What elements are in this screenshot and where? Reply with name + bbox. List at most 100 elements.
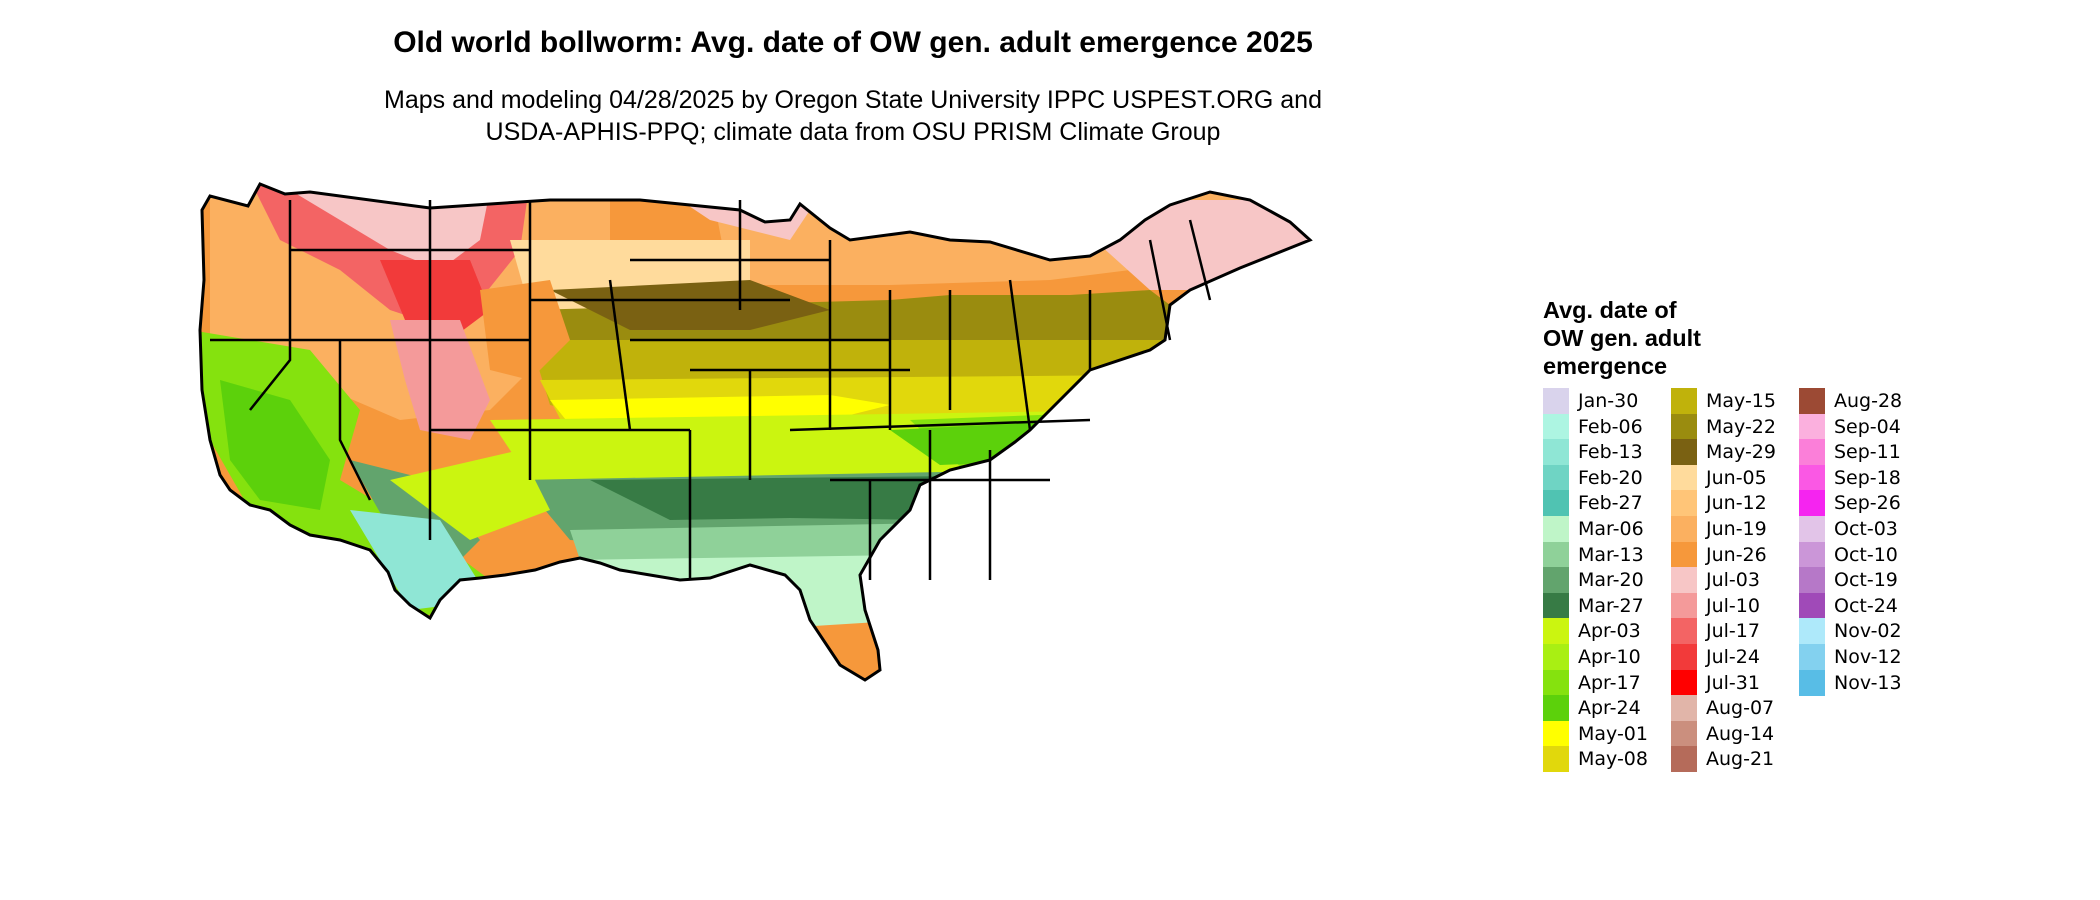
legend-item: Mar-06 (1543, 516, 1673, 542)
map-legend: Avg. date of OW gen. adult emergence Jan… (1543, 296, 1902, 773)
legend-label: Nov-13 (1834, 671, 1902, 694)
legend-label: Aug-14 (1706, 722, 1775, 745)
legend-title-line: OW gen. adult (1543, 325, 1701, 351)
emergence-zones (200, 184, 1310, 680)
legend-swatch (1799, 644, 1825, 670)
legend-swatch (1543, 464, 1569, 491)
legend-label: Sep-26 (1834, 492, 1901, 515)
legend-label: May-01 (1578, 722, 1648, 745)
legend-swatch (1671, 516, 1697, 542)
legend-title-line: emergence (1543, 353, 1668, 379)
zone-mar-27 (590, 475, 1050, 520)
legend-item: Oct-24 (1799, 592, 1929, 619)
legend-item: Oct-10 (1799, 541, 1929, 568)
zone-jun-26-west (480, 280, 570, 380)
legend-item: Jul-10 (1671, 592, 1801, 619)
legend-swatch (1671, 464, 1697, 491)
legend-label: Jun-19 (1706, 518, 1767, 540)
legend-label: Aug-28 (1834, 390, 1903, 412)
legend-swatch (1799, 669, 1825, 696)
legend-item: May-22 (1671, 413, 1801, 440)
legend-label: Jun-12 (1706, 492, 1767, 515)
legend-label: Oct-10 (1834, 543, 1898, 566)
legend-item: Feb-20 (1543, 464, 1673, 491)
zone-jul-10 (390, 320, 490, 440)
legend-label: Mar-06 (1578, 518, 1644, 540)
legend-swatch (1543, 439, 1569, 466)
legend-item: Mar-13 (1543, 541, 1673, 568)
legend-swatch (1671, 413, 1697, 440)
legend-label: Feb-27 (1578, 492, 1643, 515)
legend-item: Mar-27 (1543, 592, 1673, 619)
legend-item: May-29 (1671, 439, 1801, 466)
subtitle-line: USDA-APHIS-PPQ; climate data from OSU PR… (485, 118, 1221, 146)
legend-swatch (1799, 541, 1825, 568)
state-border (1008, 279, 1032, 431)
legend-swatch (1671, 592, 1697, 619)
legend-label: Jan-30 (1578, 390, 1639, 412)
legend-label: Jul-24 (1706, 646, 1760, 668)
legend-item: Apr-17 (1543, 669, 1673, 696)
legend-label: Aug-21 (1706, 748, 1775, 771)
legend-item: Aug-21 (1671, 746, 1801, 773)
legend-item: Jun-05 (1671, 464, 1801, 491)
legend-swatch (1799, 618, 1825, 645)
legend-swatch (1543, 720, 1569, 747)
legend-swatch (1543, 567, 1569, 594)
legend-label: Oct-24 (1834, 594, 1898, 617)
legend-item: Aug-28 (1799, 388, 1929, 414)
legend-label: Apr-03 (1578, 620, 1641, 643)
legend-label: Jul-10 (1706, 594, 1760, 617)
legend-label: Oct-19 (1834, 569, 1898, 592)
legend-label: May-08 (1578, 748, 1648, 771)
legend-item: Sep-11 (1799, 439, 1929, 466)
legend-item: Sep-18 (1799, 464, 1929, 491)
state-border (338, 340, 372, 501)
legend-swatch (1671, 695, 1697, 722)
legend-label: Mar-13 (1578, 543, 1644, 566)
legend-swatch (1543, 592, 1569, 619)
legend-item: Jun-26 (1671, 541, 1801, 568)
state-border (1148, 239, 1172, 341)
legend-label: Jun-26 (1706, 543, 1767, 566)
map-title: Old world bollworm: Avg. date of OW gen.… (393, 26, 1313, 59)
legend-label: Feb-20 (1578, 466, 1643, 489)
us-emergence-map (198, 182, 1313, 682)
legend-item: Sep-26 (1799, 490, 1929, 517)
zone-feb-20 (1040, 560, 1150, 680)
legend-swatch (1671, 746, 1697, 773)
legend-label: Feb-13 (1578, 441, 1643, 464)
legend-item: Apr-24 (1543, 695, 1673, 722)
zone-jul-03-lakes (810, 184, 950, 220)
legend-label: Aug-07 (1706, 697, 1775, 720)
legend-item: Jul-24 (1671, 644, 1801, 670)
legend-item: May-08 (1543, 746, 1673, 773)
state-border (608, 279, 632, 431)
legend-item: Mar-20 (1543, 567, 1673, 594)
legend-label: Sep-04 (1834, 415, 1901, 438)
legend-label: Mar-27 (1578, 594, 1644, 617)
legend-swatch (1671, 618, 1697, 645)
legend-swatch (1799, 592, 1825, 619)
legend-item: Oct-19 (1799, 567, 1929, 594)
legend-swatch (1543, 746, 1569, 773)
legend-item: Nov-13 (1799, 669, 1929, 696)
legend-title: Avg. date of OW gen. adult emergence (1543, 296, 1783, 380)
legend-item: Jul-03 (1671, 567, 1801, 594)
legend-item: Nov-12 (1799, 644, 1929, 670)
legend-label: Mar-20 (1578, 569, 1644, 592)
legend-swatch (1543, 490, 1569, 517)
legend-label: May-15 (1706, 390, 1776, 412)
legend-swatch (1543, 669, 1569, 696)
legend-label: Nov-02 (1834, 620, 1902, 643)
zone-jul-03-northeast (1050, 200, 1310, 290)
legend-swatch (1671, 388, 1697, 414)
legend-title-line: Avg. date of (1543, 297, 1677, 323)
legend-item: May-15 (1671, 388, 1801, 414)
legend-item: Jun-19 (1671, 516, 1801, 542)
legend-swatch (1671, 439, 1697, 466)
legend-label: Jul-17 (1706, 620, 1760, 643)
legend-item: Apr-10 (1543, 644, 1673, 670)
us-outline (198, 182, 1313, 682)
legend-swatch (1671, 669, 1697, 696)
